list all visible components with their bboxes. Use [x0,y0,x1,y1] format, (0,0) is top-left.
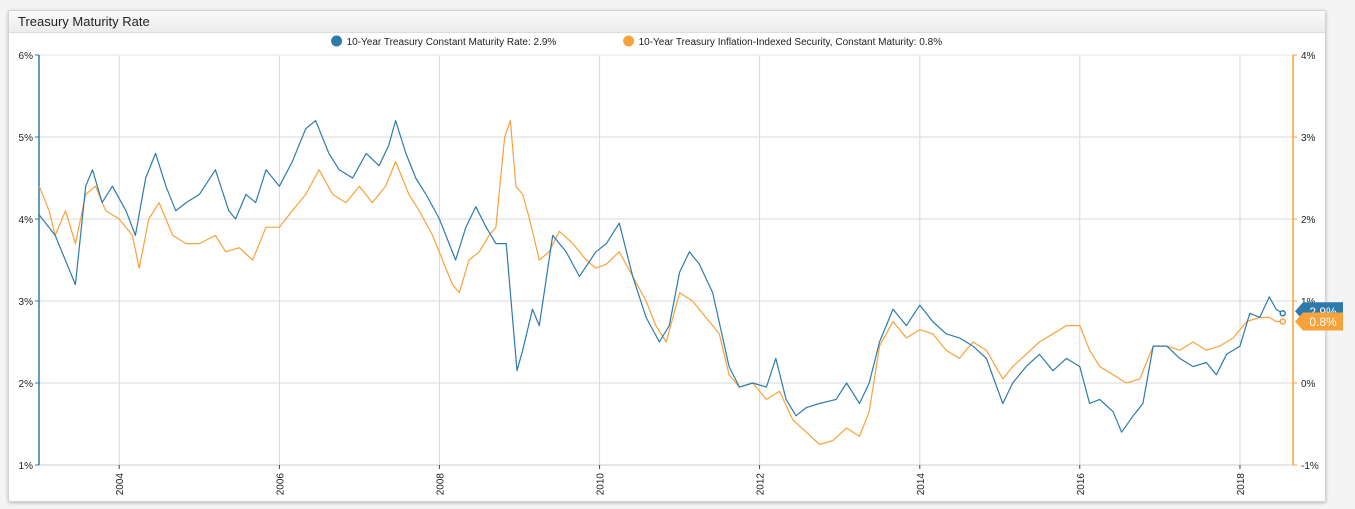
right-tick-label: 3% [1301,133,1316,144]
right-tick-label: -1% [1301,461,1319,472]
series-lines [38,120,1286,446]
series-end-point [1279,310,1286,317]
legend-item[interactable]: 10-Year Treasury Inflation-Indexed Secur… [623,35,943,49]
right-tick-label: 4% [1301,51,1316,62]
left-tick-label: 1% [19,461,34,472]
series-line-nominal [38,120,1284,433]
right-tick-label: 2% [1301,215,1316,226]
right-tick-label: 0% [1301,379,1316,390]
x-tick-label: 2008 [435,473,446,496]
x-tick-label: 2016 [1076,473,1087,496]
value-marker-label: 0.8% [1309,315,1337,329]
x-tick-label: 2004 [115,473,126,496]
legend-label: 10-Year Treasury Constant Maturity Rate:… [347,37,557,48]
legend-label: 10-Year Treasury Inflation-Indexed Secur… [639,37,943,48]
panel-header: Treasury Maturity Rate [9,11,1325,33]
x-tick-label: 2014 [916,473,927,496]
series-end-point [1279,318,1286,325]
panel-title: Treasury Maturity Rate [18,14,150,29]
left-tick-label: 6% [19,51,34,62]
x-tick-label: 2006 [275,473,286,496]
legend-item[interactable]: 10-Year Treasury Constant Maturity Rate:… [331,35,557,49]
legend-dot [331,35,343,47]
left-tick-label: 4% [19,215,34,226]
value-marker [1295,312,1343,331]
current-value-markers: 2.9%0.8% [1295,302,1343,331]
x-tick-label: 2012 [756,473,767,496]
grid [39,54,1293,466]
legend-dot [623,35,635,47]
legend[interactable]: 10-Year Treasury Constant Maturity Rate:… [331,35,943,49]
chart-panel: Treasury Maturity Rate [8,10,1326,502]
x-tick-label: 2018 [1236,473,1247,496]
x-tick-label: 2010 [596,473,607,496]
axes: 1%2%3%4%5%6%-1%0%1%2%3%4%200420062008201… [19,51,1319,495]
left-tick-label: 2% [19,379,34,390]
left-tick-label: 3% [19,297,34,308]
left-tick-label: 5% [19,133,34,144]
series-line-inflation [38,120,1283,446]
